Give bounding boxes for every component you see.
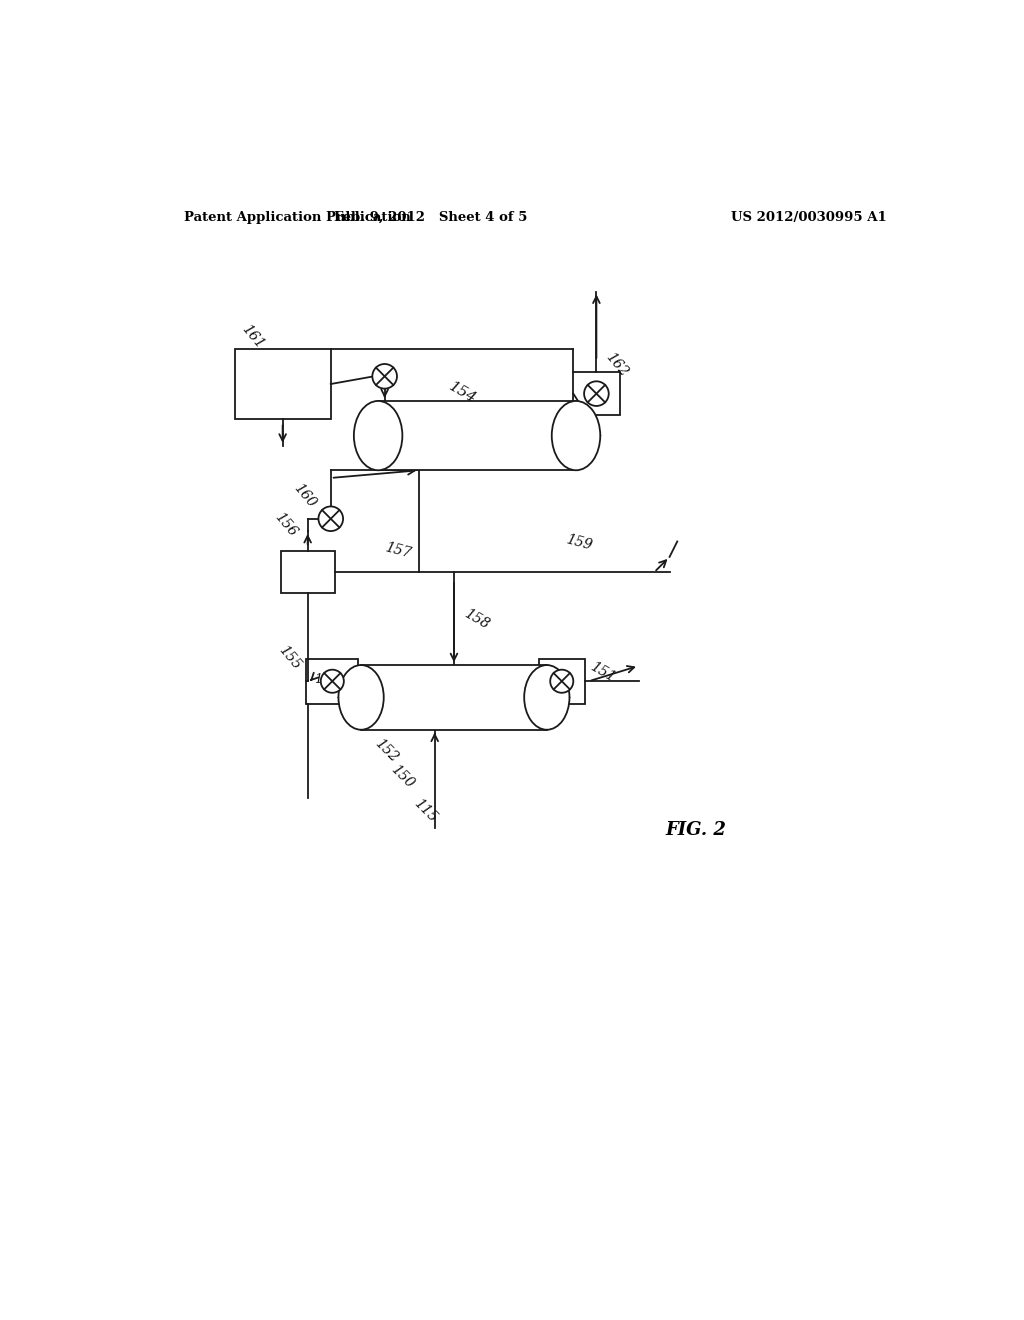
- Text: 154: 154: [446, 379, 479, 407]
- Text: Patent Application Publication: Patent Application Publication: [184, 211, 412, 224]
- Ellipse shape: [354, 401, 402, 470]
- Bar: [539, 659, 585, 704]
- Text: 162: 162: [602, 350, 631, 380]
- Text: 153: 153: [313, 673, 338, 686]
- Text: 150: 150: [387, 762, 416, 791]
- Text: 156: 156: [271, 510, 299, 539]
- Text: 155: 155: [275, 643, 303, 672]
- Circle shape: [318, 507, 343, 531]
- Text: FIG. 2: FIG. 2: [666, 821, 727, 838]
- Circle shape: [550, 669, 573, 693]
- Text: 151: 151: [588, 659, 617, 685]
- Ellipse shape: [552, 401, 600, 470]
- Text: Feb. 9, 2012   Sheet 4 of 5: Feb. 9, 2012 Sheet 4 of 5: [334, 211, 527, 224]
- Bar: [306, 659, 358, 704]
- Circle shape: [321, 669, 344, 693]
- Text: 152: 152: [372, 737, 400, 766]
- Text: 161: 161: [240, 322, 267, 351]
- Text: 115: 115: [411, 796, 439, 825]
- Bar: [234, 350, 331, 418]
- Bar: [281, 552, 335, 594]
- Bar: [378, 401, 577, 470]
- Ellipse shape: [339, 665, 384, 730]
- Circle shape: [584, 381, 608, 407]
- Text: US 2012/0030995 A1: US 2012/0030995 A1: [731, 211, 887, 224]
- Text: 159: 159: [564, 533, 593, 553]
- Bar: [573, 372, 620, 414]
- Circle shape: [373, 364, 397, 388]
- Bar: [361, 665, 547, 730]
- Ellipse shape: [524, 665, 569, 730]
- Text: 158: 158: [462, 607, 493, 632]
- Text: 157: 157: [383, 540, 413, 561]
- Text: 160: 160: [291, 482, 318, 511]
